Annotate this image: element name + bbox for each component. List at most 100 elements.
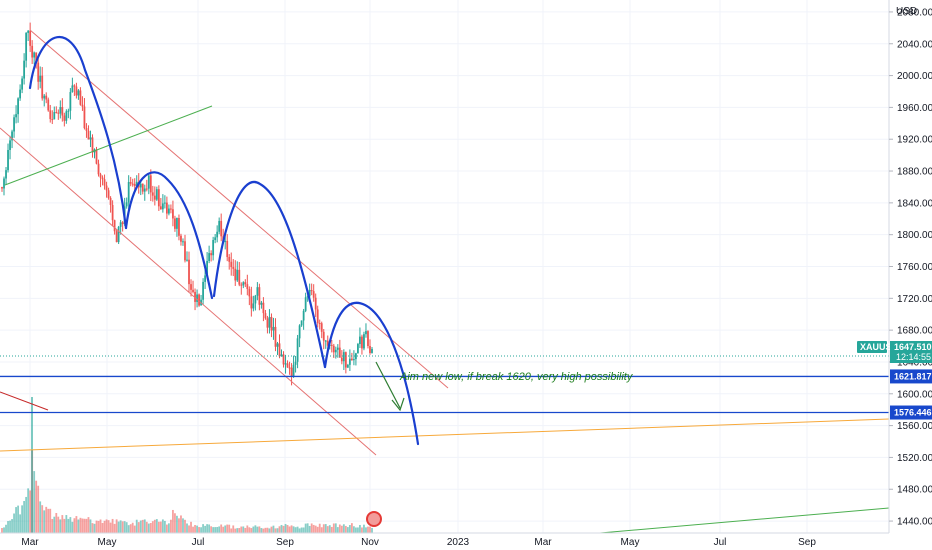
candle-body bbox=[1, 186, 3, 189]
candle-body bbox=[212, 240, 215, 256]
volume-bar bbox=[69, 517, 72, 533]
volume-bar bbox=[278, 526, 281, 533]
pattern-arc bbox=[323, 301, 420, 446]
candle-body bbox=[149, 175, 152, 193]
candle-body bbox=[186, 259, 188, 261]
volume-bar bbox=[272, 525, 275, 533]
candle-body bbox=[278, 343, 281, 357]
candle-body bbox=[232, 267, 235, 269]
candle-body bbox=[73, 85, 76, 87]
candle-body bbox=[322, 331, 325, 341]
volume-bar bbox=[97, 520, 100, 533]
volume-bar bbox=[240, 526, 243, 533]
last-price-tag-bg bbox=[890, 341, 932, 363]
volume-bar bbox=[286, 524, 289, 533]
countdown-tag: 12:14:55 bbox=[896, 352, 931, 362]
volume-bar bbox=[296, 526, 299, 533]
volume-bar bbox=[310, 523, 313, 533]
volume-bar bbox=[33, 471, 36, 533]
volume-bar bbox=[198, 527, 200, 533]
volume-bar bbox=[228, 524, 231, 533]
candle-body bbox=[75, 86, 78, 96]
candle-body bbox=[125, 202, 128, 207]
volume-bar bbox=[37, 485, 40, 533]
volume-bar bbox=[320, 527, 323, 533]
y-tick-label: 1960.000 bbox=[897, 103, 932, 114]
candle-body bbox=[258, 287, 261, 305]
candle-body bbox=[365, 331, 367, 335]
volume-bar bbox=[222, 526, 225, 533]
candle-body bbox=[111, 204, 114, 221]
volume-bar bbox=[21, 505, 24, 533]
candle-body bbox=[51, 119, 54, 121]
volume-bar bbox=[153, 519, 156, 533]
candle-body bbox=[53, 112, 56, 120]
volume-bar bbox=[182, 518, 184, 533]
volume-bar bbox=[95, 520, 98, 533]
volume-bar bbox=[135, 519, 138, 533]
candle-body bbox=[168, 208, 170, 214]
volume-bar bbox=[79, 517, 82, 533]
candle-body bbox=[226, 240, 229, 258]
candle-body bbox=[174, 218, 176, 229]
x-tick-label: May bbox=[621, 537, 640, 548]
short-red-line bbox=[0, 391, 49, 411]
volume-bar bbox=[361, 527, 363, 533]
candle-body bbox=[180, 235, 182, 242]
candle-body bbox=[246, 284, 249, 290]
volume-bar bbox=[284, 523, 287, 533]
candle-body bbox=[71, 85, 74, 93]
candle-body bbox=[109, 197, 112, 205]
volume-bar bbox=[49, 508, 52, 533]
candle-body bbox=[357, 344, 359, 354]
price-axis[interactable]: USD 2080.000 2040.000 2000.000 1960.000 1920… bbox=[888, 0, 932, 533]
candle-body bbox=[127, 182, 130, 203]
candle-body bbox=[340, 357, 343, 362]
volume-bar bbox=[234, 528, 237, 533]
volume-bar bbox=[262, 528, 265, 533]
volume-bar bbox=[75, 516, 78, 533]
volume-bar bbox=[101, 522, 104, 533]
candle-body bbox=[254, 295, 257, 304]
candle-body bbox=[21, 78, 24, 90]
x-tick-label: Sep bbox=[798, 537, 816, 548]
candle-body bbox=[264, 313, 267, 319]
candle-body bbox=[47, 99, 50, 111]
volume-bar bbox=[244, 527, 247, 533]
volume-bar bbox=[176, 515, 178, 533]
candle-body bbox=[300, 320, 303, 326]
volume-bar bbox=[312, 524, 315, 533]
volume-bar bbox=[65, 515, 68, 533]
candle-body bbox=[145, 188, 148, 190]
candle-body bbox=[135, 181, 138, 186]
candle-body bbox=[194, 291, 196, 302]
candle-body bbox=[236, 269, 239, 281]
candle-body bbox=[17, 98, 19, 115]
time-axis[interactable]: Mar May Jul Sep Nov 2023 Mar May Jul Sep bbox=[0, 532, 889, 548]
volume-bar bbox=[121, 521, 124, 533]
candle-body bbox=[210, 253, 213, 256]
candle-body bbox=[338, 347, 341, 358]
candle-body bbox=[350, 358, 353, 361]
candle-body bbox=[190, 284, 192, 290]
volume-bar bbox=[353, 526, 355, 533]
volume-bar bbox=[298, 528, 301, 533]
candle-body bbox=[141, 183, 144, 192]
candle-body bbox=[37, 62, 40, 82]
chart-annotation: Aim new low, if break 1620, very high po… bbox=[399, 371, 634, 383]
candle-body bbox=[280, 354, 283, 357]
volume-bar bbox=[365, 527, 367, 533]
volume-bar bbox=[218, 526, 221, 533]
y-tick-label: 1600.000 bbox=[897, 389, 932, 400]
trend-line-upper bbox=[4, 105, 213, 186]
candle-body bbox=[206, 260, 209, 276]
volume-bar bbox=[214, 527, 217, 533]
volume-bar bbox=[288, 526, 291, 533]
candle-body bbox=[147, 175, 150, 189]
volume-bar bbox=[133, 525, 136, 533]
candle-body bbox=[216, 231, 219, 238]
channel-lower-line bbox=[0, 127, 377, 456]
volume-bar bbox=[105, 519, 108, 533]
candle-body bbox=[23, 60, 26, 79]
